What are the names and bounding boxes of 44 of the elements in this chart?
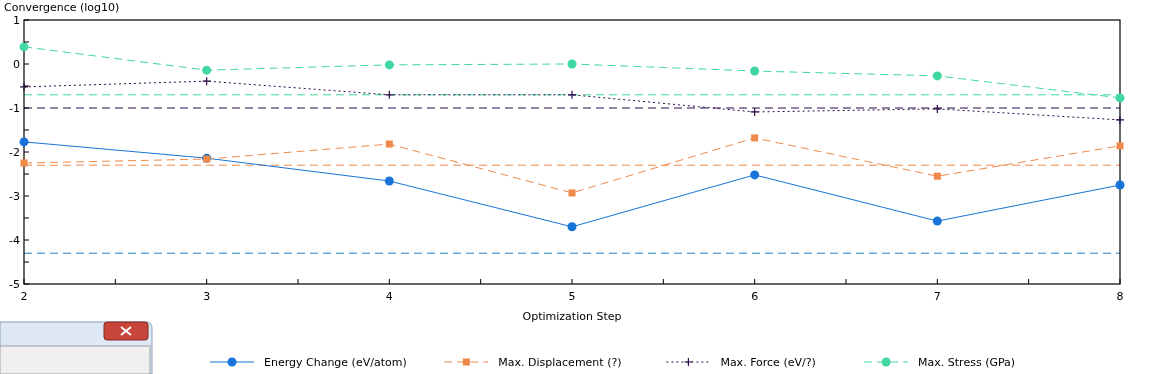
point [384,60,394,70]
y-tick-label: -1 [9,102,20,115]
point [384,176,394,186]
legend-label: Energy Change (eV/atom) [264,356,407,369]
point [19,42,29,52]
x-tick-label: 4 [385,290,393,303]
point [1115,115,1125,125]
point [1115,180,1125,190]
y-tick-label: -5 [9,278,20,291]
point [568,189,576,197]
x-tick-label: 2 [20,290,28,303]
y-tick-label: -3 [9,190,20,203]
point [385,140,393,148]
y-tick-label: 1 [13,14,20,27]
point [567,59,577,69]
x-axis-title: Optimization Step [522,310,622,323]
point [750,66,760,76]
point [1116,142,1124,150]
y-axis-title: Convergence (log10) [4,1,120,14]
point [202,65,212,75]
x-tick-label: 8 [1116,290,1124,303]
point [20,159,28,167]
point [750,107,760,117]
point [751,134,759,142]
point [1115,93,1125,103]
y-tick-label: -2 [9,146,20,159]
point [932,104,942,114]
point [750,170,760,180]
x-tick-label: 6 [751,290,759,303]
point [932,216,942,226]
point [19,137,29,147]
legend-label: Max. Displacement (?) [498,356,622,369]
point [567,222,577,232]
legend-label: Max. Stress (GPa) [918,356,1016,369]
x-tick-label: 3 [203,290,211,303]
point [567,90,577,100]
point [932,71,942,81]
y-tick-label: 0 [13,58,20,71]
x-tick-label: 7 [933,290,941,303]
y-tick-label: -4 [9,234,20,247]
point [933,172,941,180]
point [19,82,29,92]
x-tick-label: 5 [568,290,576,303]
legend-label: Max. Force (eV/?) [720,356,816,369]
